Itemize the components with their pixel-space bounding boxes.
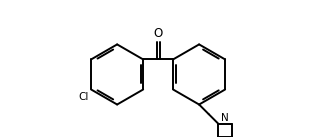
Text: Cl: Cl	[78, 92, 89, 102]
Text: N: N	[221, 113, 229, 123]
Text: O: O	[154, 27, 163, 40]
